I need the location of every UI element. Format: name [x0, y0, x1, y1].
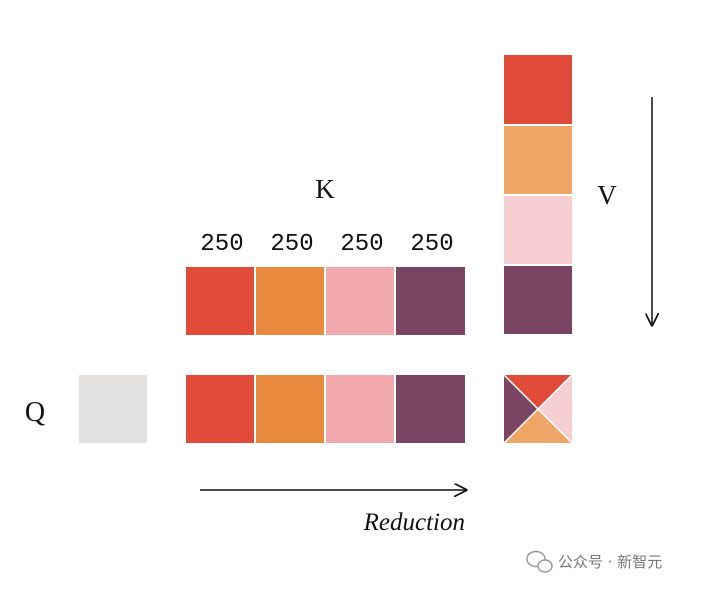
q-square [79, 375, 147, 443]
reduction-label: Reduction [363, 509, 465, 536]
k-block-size: 250 [200, 231, 243, 258]
q-block [256, 375, 324, 443]
q-label: Q [25, 397, 45, 428]
k-block-size: 250 [410, 231, 453, 258]
q-row [186, 375, 465, 443]
v-block [504, 126, 572, 194]
q-block [396, 375, 465, 443]
k-block [186, 267, 254, 335]
k-block [396, 267, 465, 335]
k-block-size: 250 [270, 231, 313, 258]
k-label: K [315, 174, 335, 204]
result-square [503, 374, 573, 444]
watermark: 公众号 · 新智元 [526, 550, 662, 573]
result-part [504, 375, 572, 409]
v-label: V [597, 180, 617, 210]
k-block [326, 267, 394, 335]
result-part [538, 375, 572, 443]
v-block [504, 55, 572, 124]
result-part [504, 409, 572, 443]
q-block [326, 375, 394, 443]
k-row [186, 267, 465, 335]
v-block [504, 196, 572, 264]
v-column [504, 55, 572, 334]
k-block [256, 267, 324, 335]
watermark-text: 公众号 · 新智元 [558, 553, 662, 571]
k-block-size: 250 [340, 231, 383, 258]
v-block [504, 266, 572, 334]
result-part [504, 375, 538, 443]
q-block [186, 375, 254, 443]
